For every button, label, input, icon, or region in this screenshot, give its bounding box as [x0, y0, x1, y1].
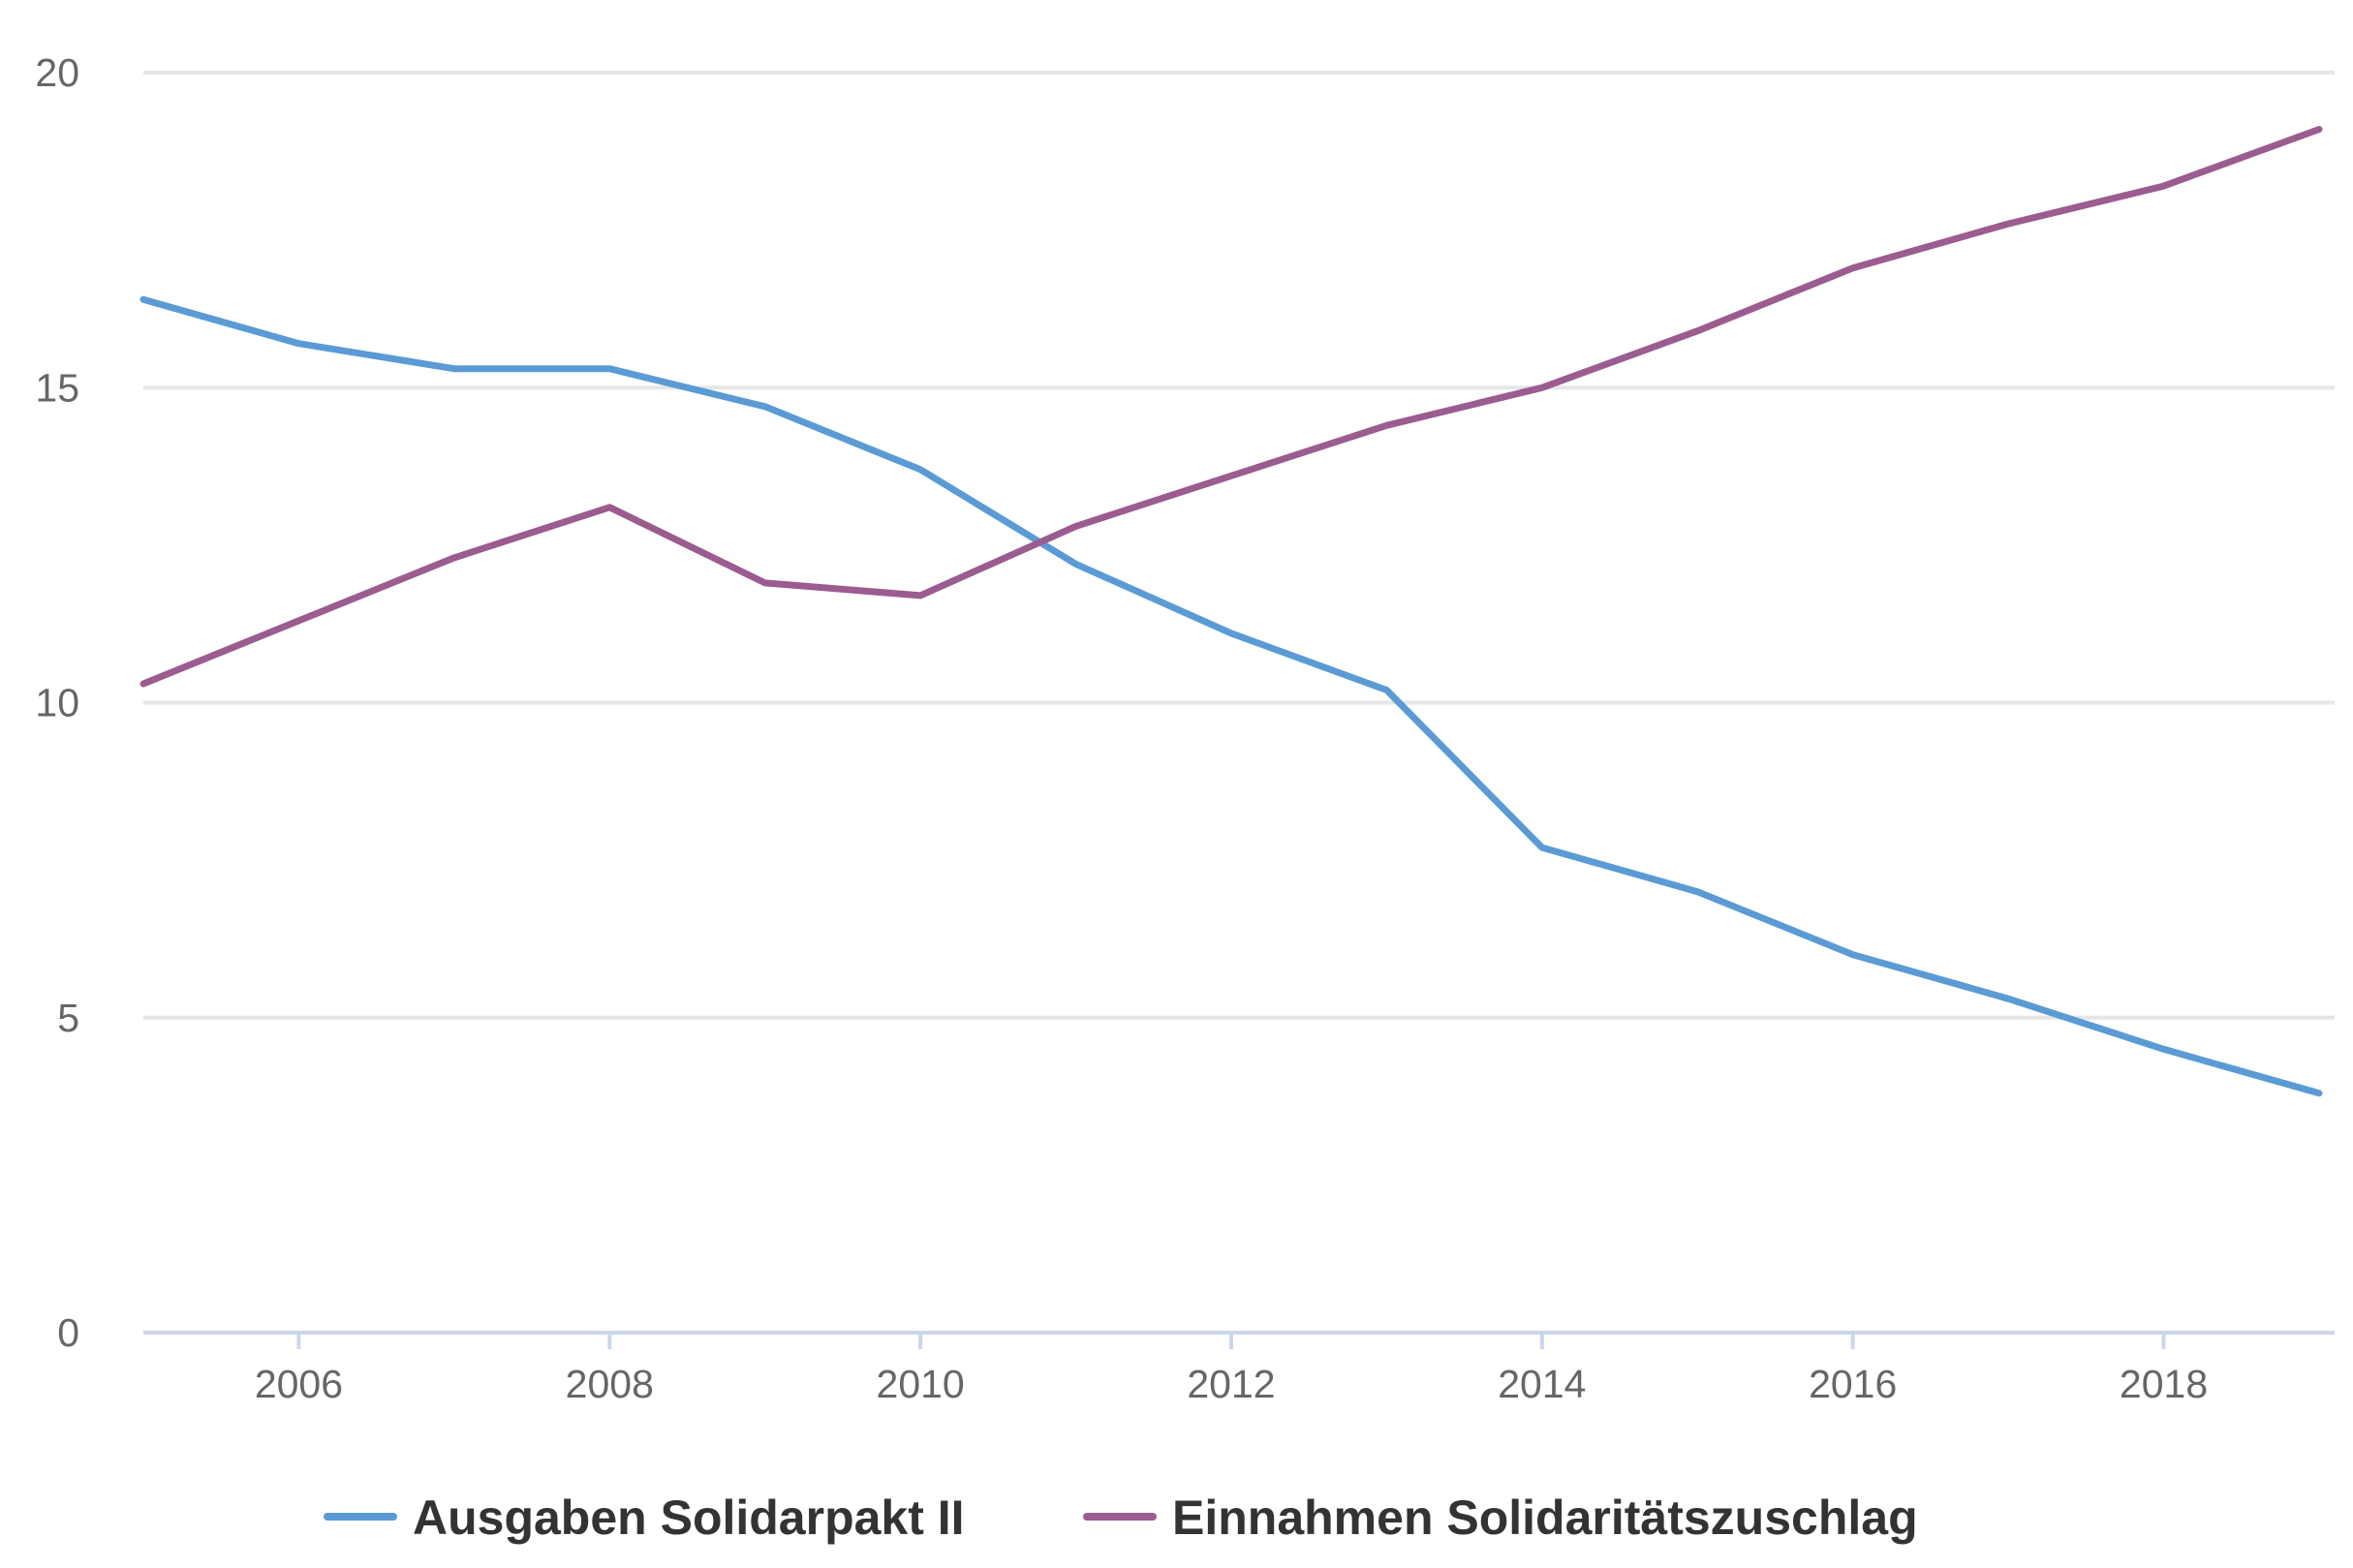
legend[interactable]: Ausgaben Solidarpakt II Einnahmen Solidar… — [324, 1491, 1918, 1545]
x-tick-label: 2018 — [2120, 1362, 2208, 1406]
x-tick-label: 2012 — [1187, 1362, 1275, 1406]
x-tick-label: 2014 — [1498, 1362, 1586, 1406]
legend-label: Einnahmen Solidaritätszuschlag — [1172, 1491, 1918, 1545]
x-tick-label: 2006 — [255, 1362, 343, 1406]
gridlines — [143, 71, 2335, 1020]
x-tick-label: 2016 — [1809, 1362, 1897, 1406]
y-tick-label: 10 — [35, 681, 79, 725]
x-tick-label: 2008 — [566, 1362, 654, 1406]
y-tick-label: 5 — [57, 996, 79, 1040]
y-tick-label: 15 — [35, 365, 79, 410]
y-tick-label: 20 — [35, 50, 79, 95]
series-line-ausgaben-solidarpakt — [139, 295, 2323, 1097]
series-line-einnahmen-solidaritaetszuschlag — [139, 126, 2323, 688]
legend-label: Ausgaben Solidarpakt II — [413, 1491, 965, 1545]
series-lines — [139, 126, 2323, 1097]
y-tick-label: 0 — [57, 1310, 79, 1355]
x-axis: 2006 2008 2010 2012 2014 2016 2018 — [143, 1331, 2335, 1406]
legend-item[interactable]: Ausgaben Solidarpakt II — [324, 1491, 965, 1545]
y-axis-labels: 0 5 10 15 20 — [35, 50, 79, 1355]
legend-item[interactable]: Einnahmen Solidaritätszuschlag — [1083, 1491, 1918, 1545]
x-tick-label: 2010 — [877, 1362, 965, 1406]
